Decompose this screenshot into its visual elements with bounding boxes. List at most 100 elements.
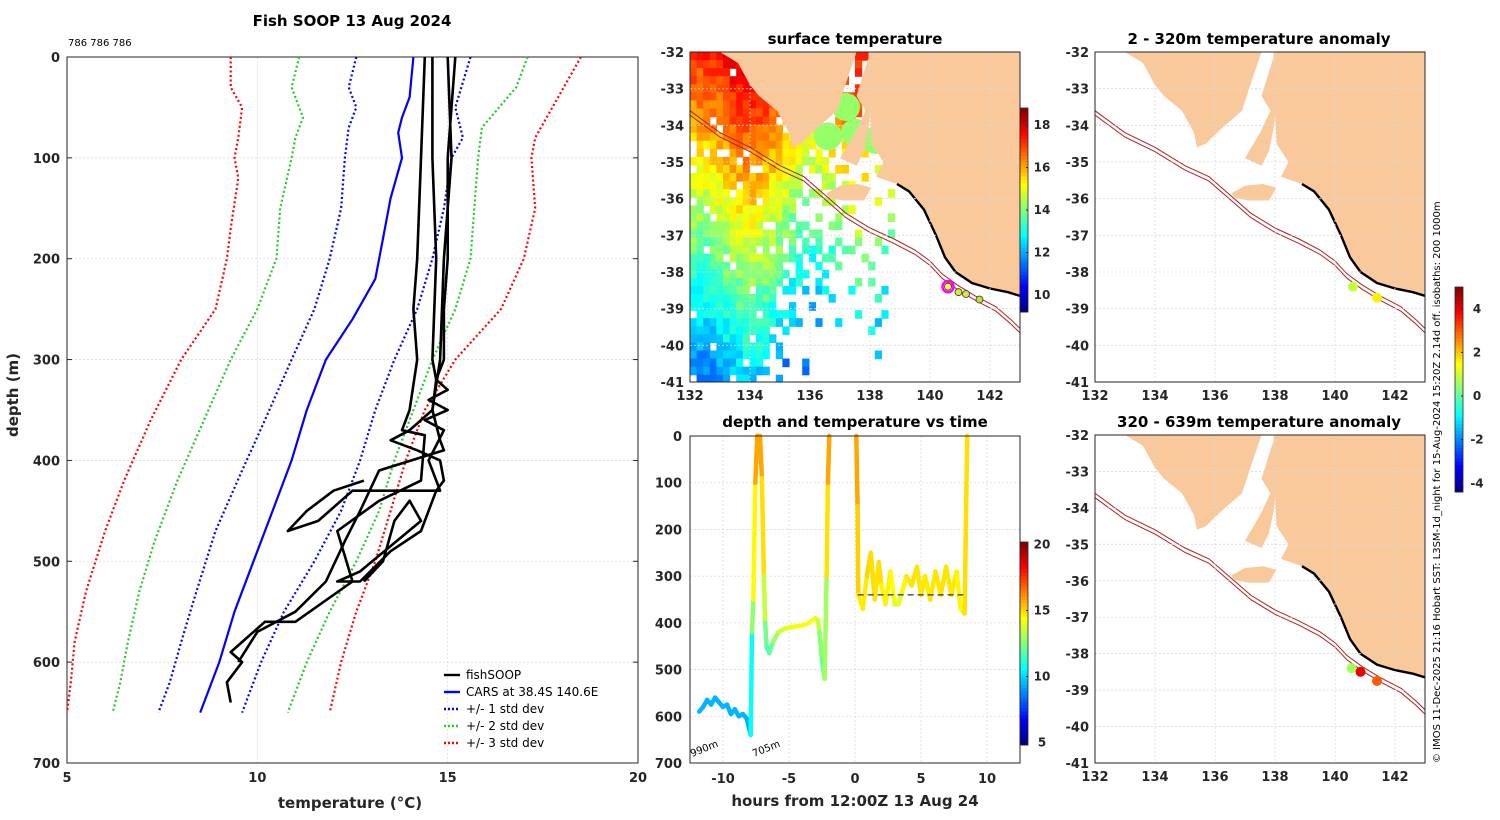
sst-cell <box>716 269 724 279</box>
sst-cell <box>709 229 717 239</box>
sst-cell <box>795 181 803 190</box>
sst-cell <box>742 92 750 101</box>
map-lon-tick-label: 138 <box>1261 770 1288 785</box>
sst-cell <box>742 213 750 222</box>
anom-colorbar-swatch <box>1455 420 1463 425</box>
sst-cell <box>762 148 770 158</box>
map-lat-tick-label: -35 <box>661 156 685 171</box>
sst-cell <box>802 148 810 158</box>
time-depth-series <box>696 433 970 738</box>
sst-cell <box>703 181 711 190</box>
sst-cell <box>775 350 783 360</box>
sst-cell <box>709 358 717 368</box>
land-polygon <box>1245 57 1277 166</box>
time-depth-colorbar-swatch <box>1020 636 1028 641</box>
sst-cell <box>696 213 704 222</box>
sst-cell <box>762 189 770 198</box>
map-lon-tick-label: 138 <box>856 389 883 404</box>
time-depth-colorbar-swatch <box>1020 697 1028 702</box>
sst-colorbar-swatch <box>1020 291 1028 296</box>
map-lat-tick-label: -36 <box>1066 575 1090 590</box>
map-lat-tick-label: -38 <box>1066 648 1090 663</box>
sst-cell <box>874 164 882 174</box>
sst-cell <box>690 269 698 279</box>
sst-cell <box>815 189 823 198</box>
sst-cell <box>769 164 777 174</box>
sst-cell <box>874 318 882 327</box>
profile-series <box>65 56 582 713</box>
sst-cell <box>690 294 698 303</box>
sst-cell <box>736 350 744 360</box>
anom-colorbar-swatch <box>1455 375 1463 380</box>
time-depth-colorbar-swatch <box>1020 738 1028 743</box>
time-depth-colorbar-swatch <box>1020 667 1028 671</box>
time-depth-colorbar-swatch <box>1020 717 1028 722</box>
sst-cell <box>729 213 737 222</box>
anom-colorbar-swatch <box>1455 324 1463 329</box>
sst-cell <box>749 181 757 190</box>
sst-cell <box>749 197 757 206</box>
sst-cell <box>716 342 724 352</box>
sst-cell <box>828 173 836 182</box>
sst-cell <box>795 173 803 182</box>
sst-cell <box>709 100 717 110</box>
sst-cell <box>736 318 744 327</box>
anom-colorbar-swatch <box>1455 355 1463 360</box>
sst-cell <box>690 213 698 222</box>
sst-cell <box>756 229 764 239</box>
time-depth-colorbar-swatch <box>1020 582 1028 587</box>
sst-cell <box>696 229 704 239</box>
sst-cell <box>703 366 711 376</box>
sst-cell <box>696 221 704 231</box>
sst-cell <box>716 277 724 287</box>
anom-deep-ticks: 132 134 136 138 140 142 -32 -33 -34 -35 -36 -37 -38 -… <box>1066 429 1409 785</box>
profile-line-std1 <box>241 56 472 713</box>
sst-cell <box>822 253 830 263</box>
sst-cell <box>749 156 757 166</box>
map-lat-tick-label: -34 <box>1066 119 1090 134</box>
sst-cell <box>756 302 764 311</box>
sst-cell <box>742 294 750 303</box>
sst-cell <box>729 84 737 93</box>
sst-cell <box>716 205 724 214</box>
sst-cell <box>690 84 698 93</box>
anom-colorbar: -4 -2 0 2 4 <box>1454 286 1484 493</box>
sst-cell <box>749 229 757 239</box>
map-lat-tick-label: -37 <box>1066 229 1090 244</box>
sst-cell <box>690 100 698 110</box>
profile-y-tick-label: 400 <box>33 454 60 469</box>
sst-cell <box>690 302 698 311</box>
anom-colorbar-swatch <box>1455 454 1463 459</box>
sst-colorbar-swatch <box>1020 274 1028 279</box>
anom-deep-title: 320 - 639m temperature anomaly <box>1117 413 1401 431</box>
profile-line-cars <box>199 56 415 713</box>
sst-colorbar-swatch <box>1020 250 1028 255</box>
anom-shallow-ticks: 132 134 136 138 140 142 -32 -33 -34 -35 -36 -37 -38 -… <box>1066 46 1409 404</box>
sst-cell <box>709 173 717 182</box>
sst-cell <box>709 148 717 158</box>
sst-cell <box>756 285 764 295</box>
sst-cell <box>749 302 757 311</box>
sst-cell <box>802 156 810 166</box>
sst-cell <box>696 342 704 352</box>
sst-cell <box>855 277 863 287</box>
sst-cell <box>723 132 731 142</box>
sst-cell <box>690 261 698 271</box>
sst-cell <box>775 148 783 158</box>
anom-colorbar-swatch <box>1455 406 1463 411</box>
sst-cell <box>736 342 744 352</box>
sst-cell <box>742 318 750 327</box>
land-polygon <box>1245 440 1277 548</box>
sst-cell <box>762 310 770 319</box>
sst-cell <box>736 277 744 287</box>
sst-cell <box>762 237 770 247</box>
sst-cell <box>742 261 750 271</box>
sst-cell <box>749 261 757 271</box>
legend-std3: +/- 3 std dev <box>466 736 544 750</box>
profile-x-tick-label: 15 <box>439 771 457 786</box>
map-lat-tick-label: -37 <box>1066 611 1090 626</box>
sst-cell <box>756 132 764 142</box>
sst-cell <box>723 52 731 61</box>
